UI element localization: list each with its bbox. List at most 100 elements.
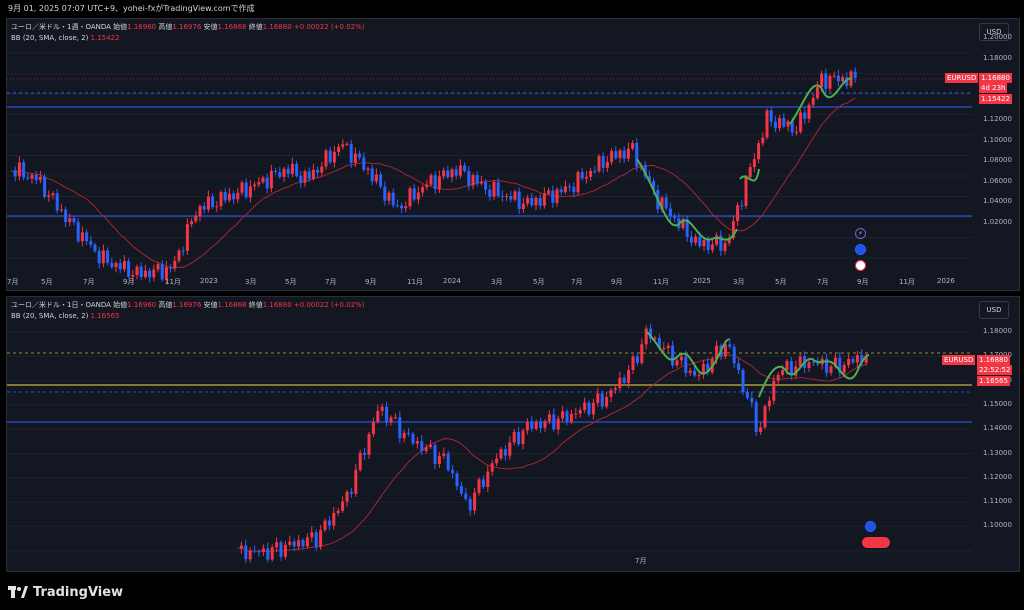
weekly-chart-canvas[interactable] <box>7 19 1019 290</box>
candle-body <box>781 370 785 375</box>
candle-body <box>446 170 450 178</box>
wave-overlay <box>758 354 870 398</box>
low-value: 1.16868 <box>217 23 247 31</box>
candle-body <box>185 224 189 251</box>
candle-body <box>613 388 617 390</box>
candle-body <box>820 73 824 88</box>
eu-flag-icon[interactable] <box>865 521 876 532</box>
candle-body <box>719 235 723 251</box>
candle-body <box>385 406 389 423</box>
candle-body <box>51 193 55 196</box>
candle-body <box>596 393 600 403</box>
candle-body <box>211 196 215 208</box>
high-value: 1.16976 <box>172 301 202 309</box>
candle-body <box>292 541 296 547</box>
candle-body <box>475 175 479 184</box>
candle-body <box>349 491 353 494</box>
price-scale-label: 1.20000 <box>983 33 1012 41</box>
bar-countdown: 4d 23h <box>979 83 1008 93</box>
candle-body <box>547 190 551 194</box>
daily-bb-legend[interactable]: BB (20, SMA, close, 2) 1.16565 <box>11 311 120 321</box>
candle-body <box>745 392 749 398</box>
open-value: 1.16960 <box>127 301 157 309</box>
candle-body <box>473 492 477 511</box>
candle-body <box>407 432 411 434</box>
us-flag-icon[interactable] <box>855 260 866 271</box>
candle-body <box>736 205 740 222</box>
candle-body <box>706 363 710 373</box>
price-scale-label: 1.12000 <box>983 472 1012 481</box>
candle-body <box>459 486 463 494</box>
weekly-chart-pane[interactable]: ユーロ／米ドル・1週・OANDA 始値1.16960 高値1.16976 安値1… <box>6 18 1020 291</box>
candle-body <box>825 358 829 373</box>
price-scale-label: 1.13000 <box>983 448 1012 457</box>
candle-body <box>538 197 542 206</box>
candle-body <box>757 143 761 160</box>
candle-body <box>597 156 601 172</box>
high-label: 高値 <box>158 23 173 31</box>
candle-body <box>248 550 252 560</box>
candle-body <box>855 355 859 363</box>
candle-body <box>727 238 731 243</box>
candle-body <box>842 365 846 373</box>
candle-body <box>415 441 419 444</box>
candle-body <box>286 168 290 175</box>
weekly-bb-legend[interactable]: BB (20, SMA, close, 2) 1.15422 <box>11 33 120 43</box>
currency-button[interactable]: USD <box>979 301 1009 319</box>
candle-body <box>404 206 408 209</box>
us-events-icon[interactable] <box>862 537 890 548</box>
candle-body <box>786 121 790 127</box>
candle-body <box>684 356 688 373</box>
bb-indicator-value: 1.15422 <box>90 34 120 42</box>
candle-body <box>307 171 311 179</box>
candle-body <box>261 177 265 183</box>
bb-indicator-label[interactable]: BB (20, SMA, close, 2) <box>11 34 89 42</box>
candle-body <box>288 541 292 545</box>
candle-body <box>389 417 393 423</box>
candle-body <box>622 150 626 159</box>
daily-chart-pane[interactable]: ユーロ／米ドル・1日・OANDA 始値1.16960 高値1.16976 安値1… <box>6 296 1020 572</box>
candle-body <box>253 184 257 187</box>
candle-body <box>723 242 727 251</box>
time-scale-label: 9月 <box>123 278 135 286</box>
candle-body <box>664 197 668 209</box>
bb-indicator-label[interactable]: BB (20, SMA, close, 2) <box>11 312 89 320</box>
candle-body <box>794 131 798 133</box>
candle-body <box>807 104 811 119</box>
time-scale-label: 5月 <box>775 278 787 286</box>
candle-body <box>543 421 547 428</box>
candle-body <box>362 157 366 170</box>
candle-body <box>314 532 318 547</box>
candle-body <box>429 175 433 185</box>
high-label: 高値 <box>158 301 173 309</box>
candle-body <box>547 414 551 422</box>
eu-flag-icon[interactable] <box>855 244 866 255</box>
wave-overlay <box>646 331 730 375</box>
candle-body <box>425 184 429 188</box>
candle-body <box>503 449 507 456</box>
candle-body <box>811 97 815 105</box>
candle-body <box>266 548 270 560</box>
lightning-icon[interactable]: ⚡ <box>855 228 866 239</box>
candle-body <box>609 389 613 398</box>
time-scale-label: 7月 <box>817 278 829 286</box>
daily-ohlc-legend: ユーロ／米ドル・1日・OANDA 始値1.16960 高値1.16976 安値1… <box>11 300 365 310</box>
candle-body <box>710 244 714 251</box>
candle-body <box>320 166 324 173</box>
candle-body <box>248 186 252 198</box>
candle-body <box>341 501 345 511</box>
candle-body <box>505 195 509 197</box>
bb-price-tag: 1.15422 <box>979 94 1012 104</box>
currency-button[interactable]: USD <box>979 23 1009 41</box>
candle-body <box>336 510 340 514</box>
daily-chart-canvas[interactable] <box>7 297 1019 571</box>
candle-body <box>618 377 622 389</box>
change-value: +0.00022 (+0.02%) <box>293 301 365 309</box>
candle-body <box>332 513 336 526</box>
candle-body <box>731 221 735 239</box>
price-scale-label: 1.14000 <box>983 424 1012 433</box>
candle-body <box>349 143 353 163</box>
candle-body <box>552 414 556 430</box>
time-scale-label: 7月 <box>7 278 19 286</box>
candle-body <box>851 359 855 363</box>
